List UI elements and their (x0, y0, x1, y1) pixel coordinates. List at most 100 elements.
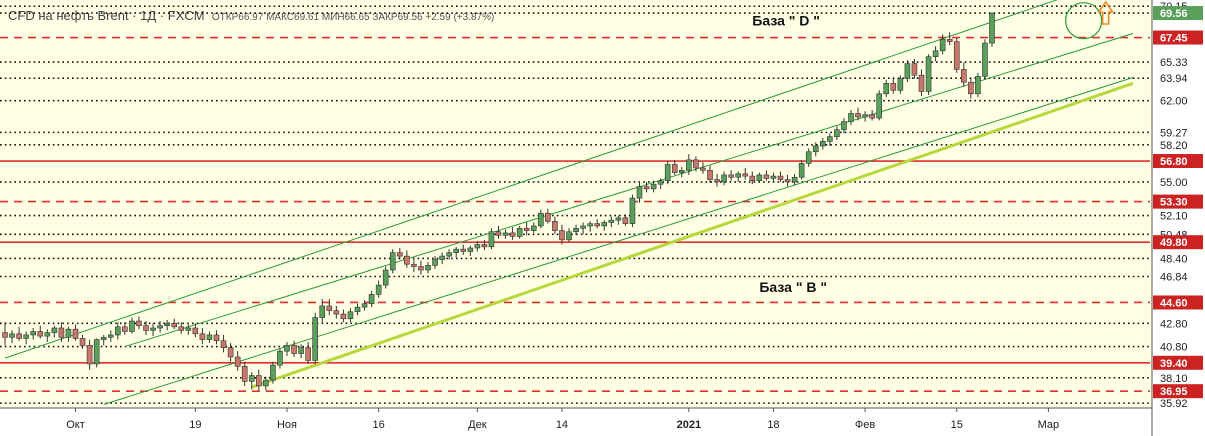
price-tick-label: 69.56 (1160, 8, 1188, 20)
candle (495, 225, 502, 239)
symbol-title[interactable]: CFD на нефть Brent · 1Д · FXCM (8, 8, 205, 23)
candle (425, 261, 431, 274)
candle (185, 324, 192, 335)
candle (559, 224, 565, 245)
candle-body (812, 145, 819, 153)
price-tick-label: 38.10 (1160, 373, 1188, 385)
price-tick: 59.27 (1160, 127, 1188, 139)
candle (671, 159, 678, 175)
candle (862, 111, 868, 122)
price-tick-label: 42.80 (1160, 318, 1188, 330)
candle (686, 154, 692, 175)
candle-body (862, 114, 868, 118)
price-tick-label: 52.10 (1160, 211, 1188, 223)
candle (968, 77, 974, 99)
price-tick-label: 35.92 (1160, 398, 1188, 410)
price-tick-bg (1153, 384, 1203, 399)
candle (122, 322, 128, 335)
price-tick: 56.80 (1153, 154, 1203, 169)
candle-body (488, 231, 495, 248)
candle (474, 241, 481, 252)
candle (869, 109, 875, 121)
candle-body (953, 41, 960, 70)
price-tick: 48.40 (1160, 253, 1188, 265)
candle (411, 258, 417, 273)
candle (502, 229, 509, 239)
price-tick-label: 63.94 (1160, 73, 1188, 85)
time-tick-label: Ноя (277, 419, 297, 431)
candle (735, 171, 742, 182)
candle (9, 330, 15, 344)
candle-body (516, 227, 523, 237)
price-tick-label: 48.40 (1160, 253, 1188, 265)
candle-body (932, 50, 939, 57)
candle (291, 340, 297, 357)
price-tick-bg (1153, 295, 1203, 310)
candle (164, 319, 170, 331)
candle-body (129, 320, 135, 332)
price-tick-label: 44.60 (1160, 297, 1188, 309)
candle (918, 69, 925, 97)
candle (516, 225, 523, 239)
candle (58, 322, 65, 342)
price-tick: 40.80 (1160, 342, 1188, 354)
candle (523, 222, 530, 236)
price-tick: 49.80 (1153, 235, 1203, 250)
price-tick-label: 36.95 (1160, 386, 1188, 398)
candle-body (375, 284, 382, 295)
candle (404, 250, 410, 268)
candle (721, 171, 727, 186)
time-tick-label: 14 (556, 419, 568, 431)
candle (770, 172, 777, 182)
candle (107, 330, 114, 342)
candle (284, 341, 290, 356)
candle (171, 318, 177, 330)
candle (375, 280, 382, 298)
candle-body (107, 334, 114, 338)
candle-body (855, 113, 861, 118)
candle (213, 330, 220, 345)
candle (953, 38, 960, 73)
channel-line-upper (4, 0, 1058, 359)
candle-body (65, 328, 72, 338)
candle-body (340, 313, 347, 320)
candle (432, 256, 438, 269)
candle-body (453, 248, 460, 253)
candle-body (721, 174, 727, 183)
candle (819, 137, 826, 150)
candle (248, 372, 255, 390)
candle-body (573, 227, 579, 233)
price-tick-label: 59.27 (1160, 127, 1188, 139)
candle (615, 215, 622, 225)
candle (23, 331, 29, 345)
candle-body (9, 333, 15, 338)
candle (439, 252, 445, 265)
time-tick-label: 16 (373, 419, 385, 431)
candle-body (298, 347, 304, 354)
candle-body (615, 217, 622, 221)
candle-body (693, 159, 699, 169)
candle (354, 303, 361, 316)
candle-body (678, 169, 685, 173)
candle (100, 334, 107, 346)
candle (255, 369, 262, 391)
candle-body (72, 328, 79, 339)
price-tick: 65.33 (1160, 57, 1188, 69)
price-tick: 36.95 (1153, 384, 1203, 399)
candle-body (700, 167, 706, 171)
candle-body (608, 219, 615, 223)
candle-body (291, 345, 297, 354)
candle-body (756, 174, 763, 182)
candle (361, 300, 368, 311)
candle (601, 220, 608, 231)
candle-body (883, 83, 890, 95)
candle-body (819, 141, 826, 147)
candle (946, 32, 953, 46)
candle-body (368, 294, 375, 304)
candle-body (904, 63, 911, 79)
candle (566, 228, 572, 243)
candle-body (622, 217, 629, 224)
candle (657, 178, 664, 189)
candle (382, 266, 389, 289)
